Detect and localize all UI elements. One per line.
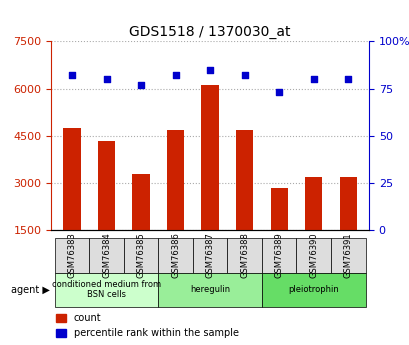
FancyBboxPatch shape xyxy=(192,238,227,273)
Point xyxy=(207,67,213,72)
FancyBboxPatch shape xyxy=(124,238,158,273)
FancyBboxPatch shape xyxy=(54,238,89,273)
Text: heregulin: heregulin xyxy=(190,285,229,294)
FancyBboxPatch shape xyxy=(158,273,261,307)
FancyBboxPatch shape xyxy=(227,238,261,273)
Text: GSM76388: GSM76388 xyxy=(240,232,249,278)
FancyBboxPatch shape xyxy=(330,238,365,273)
Bar xyxy=(339,177,356,230)
Text: GSM76386: GSM76386 xyxy=(171,232,180,278)
Text: GSM76387: GSM76387 xyxy=(205,232,214,278)
Point xyxy=(310,77,316,82)
Bar xyxy=(304,177,321,230)
Text: GSM76389: GSM76389 xyxy=(274,233,283,278)
Legend: count, percentile rank within the sample: count, percentile rank within the sample xyxy=(54,312,240,340)
Point xyxy=(137,82,144,88)
Point xyxy=(103,77,110,82)
Bar xyxy=(270,188,287,230)
FancyBboxPatch shape xyxy=(158,238,192,273)
FancyBboxPatch shape xyxy=(89,238,124,273)
Point xyxy=(241,73,247,78)
Text: agent ▶: agent ▶ xyxy=(11,285,49,295)
Bar xyxy=(98,140,115,230)
FancyBboxPatch shape xyxy=(261,273,365,307)
Bar xyxy=(236,130,253,230)
Point xyxy=(69,73,75,78)
FancyBboxPatch shape xyxy=(54,273,158,307)
Text: GSM76385: GSM76385 xyxy=(136,233,145,278)
Bar xyxy=(63,128,81,230)
Text: GSM76391: GSM76391 xyxy=(343,233,352,278)
Point xyxy=(344,77,351,82)
Text: GSM76390: GSM76390 xyxy=(308,233,317,278)
Point xyxy=(275,90,282,95)
Bar xyxy=(132,174,149,230)
Title: GDS1518 / 1370030_at: GDS1518 / 1370030_at xyxy=(129,25,290,39)
Point xyxy=(172,73,178,78)
Bar xyxy=(201,86,218,230)
FancyBboxPatch shape xyxy=(261,238,296,273)
Text: pleiotrophin: pleiotrophin xyxy=(288,285,338,294)
FancyBboxPatch shape xyxy=(296,238,330,273)
Text: conditioned medium from
BSN cells: conditioned medium from BSN cells xyxy=(52,280,161,299)
Text: GSM76383: GSM76383 xyxy=(67,232,76,278)
Text: GSM76384: GSM76384 xyxy=(102,233,111,278)
Bar xyxy=(166,130,184,230)
